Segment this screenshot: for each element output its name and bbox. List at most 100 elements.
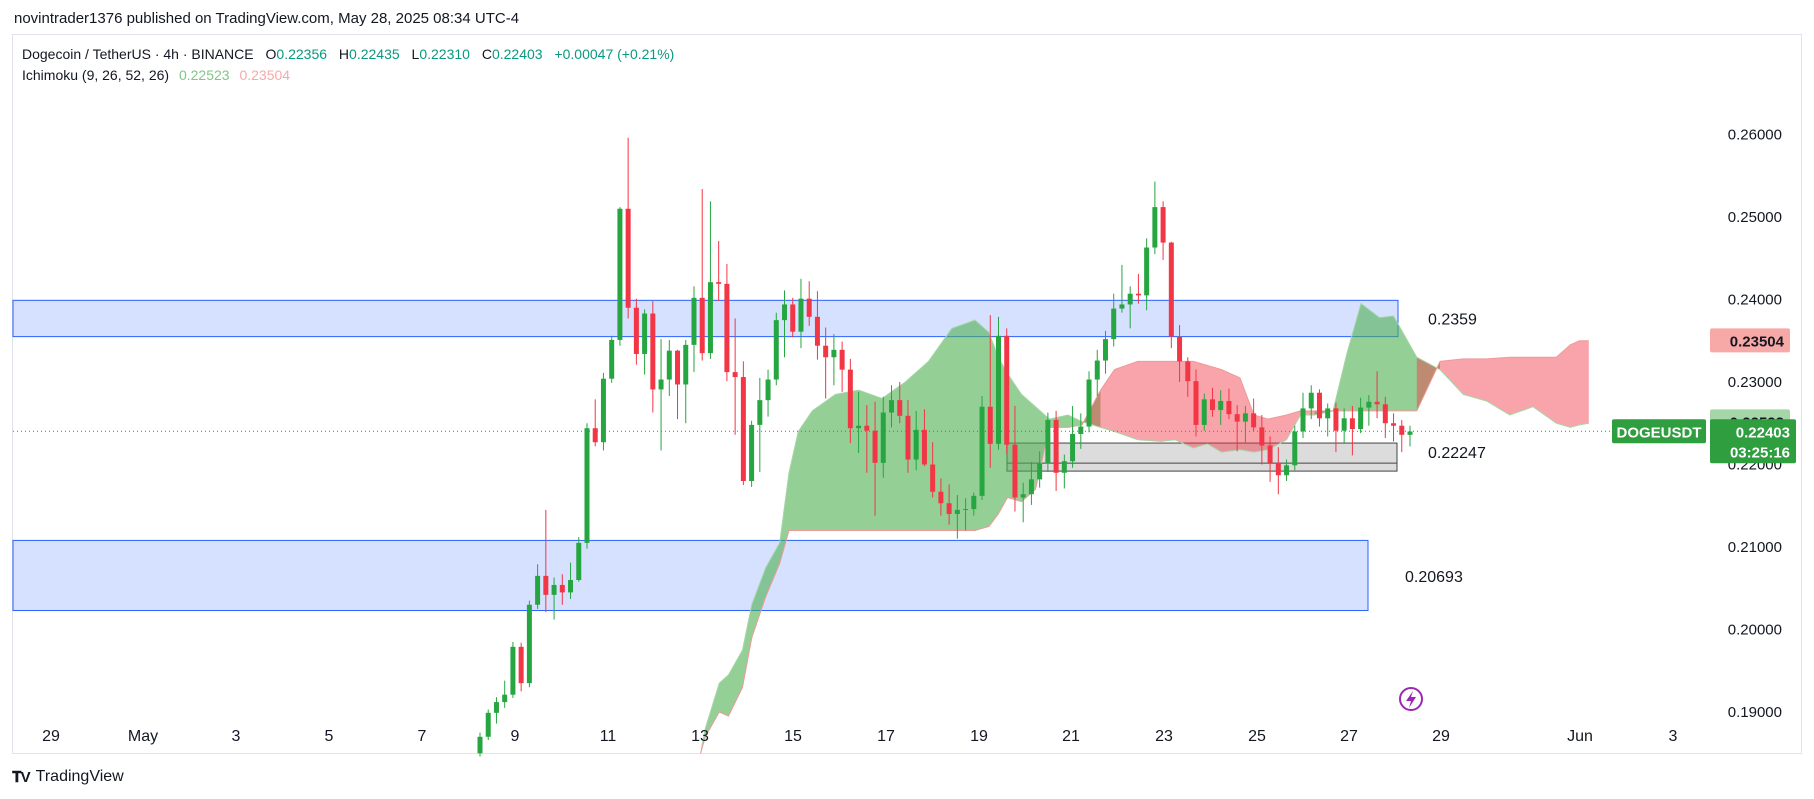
candle[interactable]: [592, 399, 598, 447]
candle[interactable]: [650, 301, 656, 413]
candle[interactable]: [831, 334, 837, 386]
candle[interactable]: [502, 680, 508, 708]
candle[interactable]: [510, 641, 516, 698]
candle[interactable]: [979, 396, 985, 500]
indicator-title[interactable]: Ichimoku (9, 26, 52, 26): [22, 67, 170, 83]
candle[interactable]: [1308, 385, 1314, 420]
candle[interactable]: [995, 316, 1001, 450]
candle[interactable]: [1152, 181, 1158, 255]
candle[interactable]: [921, 409, 927, 467]
candle[interactable]: [1160, 201, 1166, 260]
candle[interactable]: [765, 369, 771, 417]
candle[interactable]: [749, 420, 755, 487]
candle[interactable]: [1292, 425, 1298, 471]
candle[interactable]: [889, 385, 895, 428]
candle[interactable]: [551, 577, 557, 620]
candle[interactable]: [1012, 405, 1018, 512]
candle[interactable]: [1333, 402, 1339, 453]
candle[interactable]: [1399, 419, 1405, 453]
candle[interactable]: [1078, 413, 1084, 449]
time-axis[interactable]: 29 May 3 5 7 9 11 13 15 17 19 21 23 25 27 29 Jun 3: [42, 728, 1677, 745]
candle[interactable]: [1391, 413, 1397, 442]
candle[interactable]: [699, 188, 705, 361]
candle[interactable]: [1407, 425, 1413, 447]
candle[interactable]: [1275, 447, 1281, 495]
candle[interactable]: [724, 264, 730, 382]
candle[interactable]: [642, 309, 648, 375]
price-axis[interactable]: 0.190000.200000.210000.220000.230000.240…: [1728, 127, 1782, 722]
candle[interactable]: [584, 423, 590, 549]
candle[interactable]: [617, 207, 623, 346]
candle[interactable]: [1234, 405, 1240, 452]
candle[interactable]: [716, 240, 722, 302]
candle[interactable]: [1193, 369, 1199, 437]
candle[interactable]: [1366, 395, 1372, 426]
candle[interactable]: [518, 642, 524, 692]
candle[interactable]: [1259, 415, 1265, 465]
candle[interactable]: [839, 341, 845, 392]
candle[interactable]: [757, 377, 763, 472]
candle[interactable]: [1111, 293, 1117, 347]
candle[interactable]: [1177, 325, 1183, 382]
candle[interactable]: [864, 405, 870, 473]
candle[interactable]: [872, 401, 878, 516]
candle[interactable]: [675, 349, 681, 420]
candle[interactable]: [1251, 398, 1257, 432]
candle[interactable]: [938, 478, 944, 516]
candle[interactable]: [1300, 392, 1306, 439]
candle[interactable]: [658, 339, 664, 451]
candle[interactable]: [790, 297, 796, 338]
candle[interactable]: [905, 400, 911, 473]
candle[interactable]: [477, 732, 483, 757]
candle[interactable]: [954, 495, 960, 539]
candle[interactable]: [600, 372, 606, 451]
candle[interactable]: [485, 709, 491, 741]
candle[interactable]: [526, 600, 532, 688]
candle[interactable]: [1201, 393, 1207, 431]
candle[interactable]: [782, 290, 788, 358]
candle[interactable]: [913, 410, 919, 471]
candle[interactable]: [1168, 241, 1174, 349]
candle[interactable]: [1135, 273, 1141, 304]
candle[interactable]: [1037, 451, 1043, 488]
candle[interactable]: [740, 361, 746, 486]
candle[interactable]: [1061, 454, 1067, 489]
candle[interactable]: [1094, 349, 1100, 397]
candle[interactable]: [806, 281, 812, 326]
candle[interactable]: [823, 327, 829, 399]
candle[interactable]: [1316, 389, 1322, 427]
candle[interactable]: [1218, 390, 1224, 425]
candle[interactable]: [1086, 371, 1092, 433]
candle[interactable]: [897, 382, 903, 424]
candle[interactable]: [1102, 330, 1108, 374]
candle[interactable]: [543, 509, 549, 613]
candle[interactable]: [773, 312, 779, 386]
candle[interactable]: [1349, 405, 1355, 456]
candle[interactable]: [814, 291, 820, 360]
candle[interactable]: [971, 492, 977, 516]
symbol-title[interactable]: Dogecoin / TetherUS · 4h · BINANCE: [22, 46, 254, 62]
candle[interactable]: [1284, 459, 1290, 481]
candle[interactable]: [493, 697, 499, 724]
candle[interactable]: [987, 315, 993, 468]
candle[interactable]: [625, 137, 631, 319]
candle[interactable]: [1127, 286, 1133, 329]
footer-brand[interactable]: 𝐓V TradingView: [12, 768, 124, 786]
candle[interactable]: [1119, 264, 1125, 313]
candle[interactable]: [666, 339, 672, 397]
candle[interactable]: [880, 396, 886, 478]
candle[interactable]: [1267, 436, 1273, 482]
candle[interactable]: [732, 318, 738, 435]
candle[interactable]: [1242, 405, 1248, 443]
candle[interactable]: [1053, 410, 1059, 491]
candle[interactable]: [1004, 328, 1010, 454]
candle[interactable]: [1358, 397, 1364, 434]
candle[interactable]: [856, 391, 862, 453]
candle[interactable]: [568, 562, 574, 599]
candle[interactable]: [1374, 371, 1380, 419]
candle[interactable]: [707, 201, 713, 359]
candle[interactable]: [1382, 396, 1388, 439]
candle[interactable]: [1185, 357, 1191, 397]
candle[interactable]: [1325, 403, 1331, 437]
candle[interactable]: [963, 498, 969, 531]
